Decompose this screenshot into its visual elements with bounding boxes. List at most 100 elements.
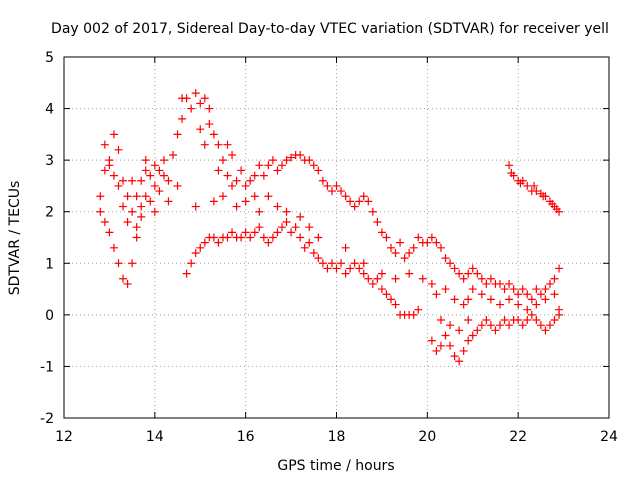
data-point-upper-track <box>446 259 455 268</box>
data-point-lower-track <box>318 259 327 268</box>
data-point-upper-track <box>268 156 277 165</box>
data-point-late-segment <box>532 187 541 196</box>
data-point-upper-track <box>278 161 286 170</box>
data-point-upper-track <box>332 181 341 190</box>
data-point-upper-track <box>459 274 468 283</box>
data-point-lower-track <box>382 290 391 299</box>
data-point-lower-track <box>196 243 205 252</box>
data-point-scatter-cluster <box>436 316 445 325</box>
data-point-upper-track <box>100 166 109 175</box>
data-point-upper-track <box>436 243 445 252</box>
data-point-scatter-cluster <box>464 316 473 325</box>
data-point-lower-track <box>368 279 377 288</box>
data-point-lower-track <box>500 316 509 325</box>
data-point-upper-track <box>482 279 491 288</box>
data-point-upper-track <box>187 104 196 113</box>
data-point-scatter-cluster <box>209 197 218 206</box>
data-point-upper-track <box>296 150 305 159</box>
data-point-upper-track <box>496 279 504 288</box>
data-point-late-segment <box>518 176 527 185</box>
data-point-lower-track <box>332 264 341 273</box>
y-tick-label: -1 <box>40 359 54 375</box>
data-point-upper-track <box>409 243 418 252</box>
data-point-lower-track <box>545 321 554 330</box>
data-point-upper-track <box>518 285 527 294</box>
data-point-upper-track <box>441 254 450 263</box>
x-tick-label: 16 <box>237 429 255 445</box>
data-point-scatter-cluster <box>223 140 232 149</box>
data-point-lower-track <box>327 259 336 268</box>
data-point-lower-track <box>259 233 268 242</box>
data-point-upper-track <box>218 156 227 165</box>
data-point-upper-track <box>400 254 409 263</box>
data-point-lower-track <box>550 316 559 325</box>
data-point-lower-track <box>441 331 450 340</box>
data-point-scatter-cluster <box>191 202 200 211</box>
data-point-scatter-cluster <box>486 295 495 304</box>
data-point-lower-track <box>105 228 114 237</box>
data-point-upper-track <box>146 171 155 180</box>
data-point-lower-track <box>414 305 423 314</box>
data-point-upper-track <box>237 166 246 175</box>
data-point-lower-track <box>282 218 291 227</box>
data-point-lower-track <box>305 238 314 247</box>
data-point-upper-track <box>500 285 509 294</box>
data-point-lower-track <box>541 326 550 335</box>
data-point-lower-track <box>518 321 527 330</box>
data-point-lower-track <box>346 264 355 273</box>
data-point-upper-track <box>255 161 264 170</box>
data-point-lower-track <box>109 243 118 252</box>
data-point-upper-track <box>109 171 118 180</box>
data-point-upper-track <box>555 264 564 273</box>
data-point-lower-track <box>373 274 382 283</box>
data-point-lower-track <box>355 264 364 273</box>
data-point-lower-track <box>191 248 200 257</box>
data-point-lower-track <box>146 197 155 206</box>
data-point-upper-track <box>405 248 414 257</box>
data-point-lower-track <box>246 233 255 242</box>
data-point-upper-track <box>473 269 482 278</box>
data-point-lower-track <box>150 207 159 216</box>
x-tick-label: 20 <box>418 429 436 445</box>
data-point-lower-track <box>514 316 523 325</box>
x-tick-labels: 12 14 16 18 20 22 24 <box>55 429 618 445</box>
data-point-scatter-cluster <box>514 300 523 309</box>
data-point-lower-track <box>350 259 359 268</box>
data-point-upper-track <box>532 285 541 294</box>
data-point-scatter-cluster <box>109 130 118 139</box>
data-point-late-segment <box>555 207 564 216</box>
data-point-lower-track <box>237 233 246 242</box>
data-point-scatter-cluster <box>541 295 550 304</box>
data-point-upper-track <box>423 238 432 247</box>
data-point-lower-track <box>459 346 468 355</box>
data-point-upper-track <box>350 202 359 211</box>
data-point-upper-track <box>377 228 386 237</box>
data-point-lower-track <box>486 321 495 330</box>
data-point-scatter-cluster <box>505 295 514 304</box>
data-point-scatter-cluster <box>477 290 486 299</box>
data-point-scatter-cluster <box>496 300 504 309</box>
data-point-scatter-cluster <box>205 120 214 129</box>
data-point-lower-track <box>387 295 395 304</box>
grid <box>64 57 609 418</box>
data-point-upper-track <box>396 238 405 247</box>
data-point-scatter-cluster <box>137 202 146 211</box>
data-point-scatter-cluster <box>128 176 137 185</box>
data-point-scatter-cluster <box>250 192 259 201</box>
data-point-lower-track <box>300 243 309 252</box>
data-point-upper-track <box>455 269 464 278</box>
data-point-lower-track <box>214 238 223 247</box>
data-point-lower-track <box>391 300 400 309</box>
data-point-scatter-cluster <box>314 233 323 242</box>
data-point-upper-track <box>205 104 214 113</box>
data-point-scatter-cluster <box>305 223 314 232</box>
data-point-scatter-cluster <box>255 207 264 216</box>
data-point-scatter-cluster <box>455 326 464 335</box>
data-point-upper-track <box>327 187 336 196</box>
data-point-scatter-cluster <box>150 161 159 170</box>
data-point-lower-track <box>527 310 536 319</box>
data-point-upper-track <box>214 140 223 149</box>
data-point-upper-track <box>241 181 250 190</box>
data-point-scatter-cluster <box>418 274 427 283</box>
data-point-scatter-cluster <box>200 140 209 149</box>
